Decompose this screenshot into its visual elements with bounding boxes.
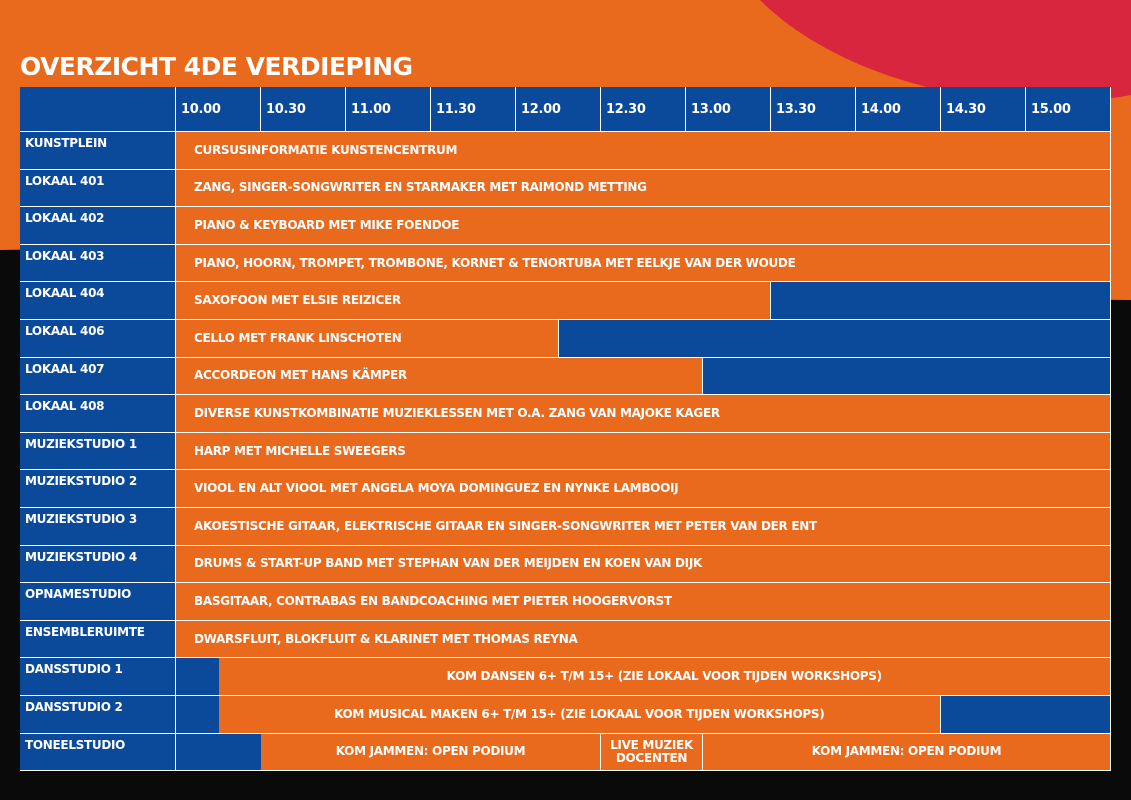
time-header: 13.00	[686, 87, 771, 132]
room-label: MUZIEKSTUDIO 2	[20, 470, 176, 508]
event: KOM MUSICAL MAKEN 6+ T/M 15+ (ZIE LOKAAL…	[218, 696, 941, 734]
time-header: 10.00	[176, 87, 261, 132]
room-label: DANSSTUDIO 1	[20, 658, 176, 696]
room-label: LOKAAL 402	[20, 207, 176, 245]
event: HARP MET MICHELLE SWEEGERS	[176, 432, 1111, 471]
time-header: 12.30	[601, 87, 686, 132]
room-label: KUNSTPLEIN	[20, 132, 176, 170]
event: PIANO & KEYBOARD MET MIKE FOENDOE	[176, 207, 1111, 245]
event: VIOOL EN ALT VIOOL MET ANGELA MOYA DOMIN…	[176, 470, 1111, 508]
event: PIANO, HOORN, TROMPET, TROMBONE, KORNET …	[176, 244, 1111, 283]
room-label: LOKAAL 407	[20, 357, 176, 396]
background-red	[760, 0, 1131, 103]
event: DIVERSE KUNSTKOMBINATIE MUZIEKLESSEN MET…	[176, 395, 1111, 433]
event: SAXOFOON MET ELSIE REIZICER	[176, 282, 771, 320]
event: KOM JAMMEN: OPEN PODIUM	[703, 733, 1111, 772]
event: KOM JAMMEN: OPEN PODIUM	[261, 733, 601, 772]
event: KOM DANSEN 6+ T/M 15+ (ZIE LOKAAL VOOR T…	[218, 658, 1111, 696]
time-header: 14.00	[856, 87, 941, 132]
event: LIVE MUZIEK DOCENTEN	[601, 733, 703, 772]
event: ZANG, SINGER-SONGWRITER EN STARMAKER MET…	[176, 169, 1111, 208]
header-corner	[20, 87, 176, 132]
time-header: 11.30	[431, 87, 516, 132]
room-label: ENSEMBLERUIMTE	[20, 620, 176, 659]
room-label: DANSSTUDIO 2	[20, 696, 176, 734]
time-header: 14.30	[941, 87, 1026, 132]
event: CELLO MET FRANK LINSCHOTEN	[176, 320, 559, 358]
time-header: 13.30	[771, 87, 856, 132]
event: CURSUSINFORMATIE KUNSTENCENTRUM	[176, 132, 1111, 170]
room-label: MUZIEKSTUDIO 1	[20, 432, 176, 471]
room-label: LOKAAL 408	[20, 395, 176, 433]
room-label: LOKAAL 406	[20, 320, 176, 358]
event: AKOESTISCHE GITAAR, ELEKTRISCHE GITAAR E…	[176, 508, 1111, 546]
room-label: TONEELSTUDIO	[20, 733, 176, 772]
room-label: LOKAAL 401	[20, 169, 176, 208]
time-header: 10.30	[261, 87, 346, 132]
room-label: MUZIEKSTUDIO 4	[20, 545, 176, 584]
time-header: 12.00	[516, 87, 601, 132]
room-label: LOKAAL 403	[20, 244, 176, 283]
event: DWARSFLUIT, BLOKFLUIT & KLARINET MET THO…	[176, 620, 1111, 659]
room-label: OPNAMESTUDIO	[20, 583, 176, 621]
time-header: 15.00	[1026, 87, 1111, 132]
event: ACCORDEON MET HANS KÄMPER	[176, 357, 703, 396]
room-label: LOKAAL 404	[20, 282, 176, 320]
time-header: 11.00	[346, 87, 431, 132]
page-title: OVERZICHT 4DE VERDIEPING	[20, 52, 413, 81]
room-label: MUZIEKSTUDIO 3	[20, 508, 176, 546]
event: BASGITAAR, CONTRABAS EN BANDCOACHING MET…	[176, 583, 1111, 621]
event: DRUMS & START-UP BAND MET STEPHAN VAN DE…	[176, 545, 1111, 584]
